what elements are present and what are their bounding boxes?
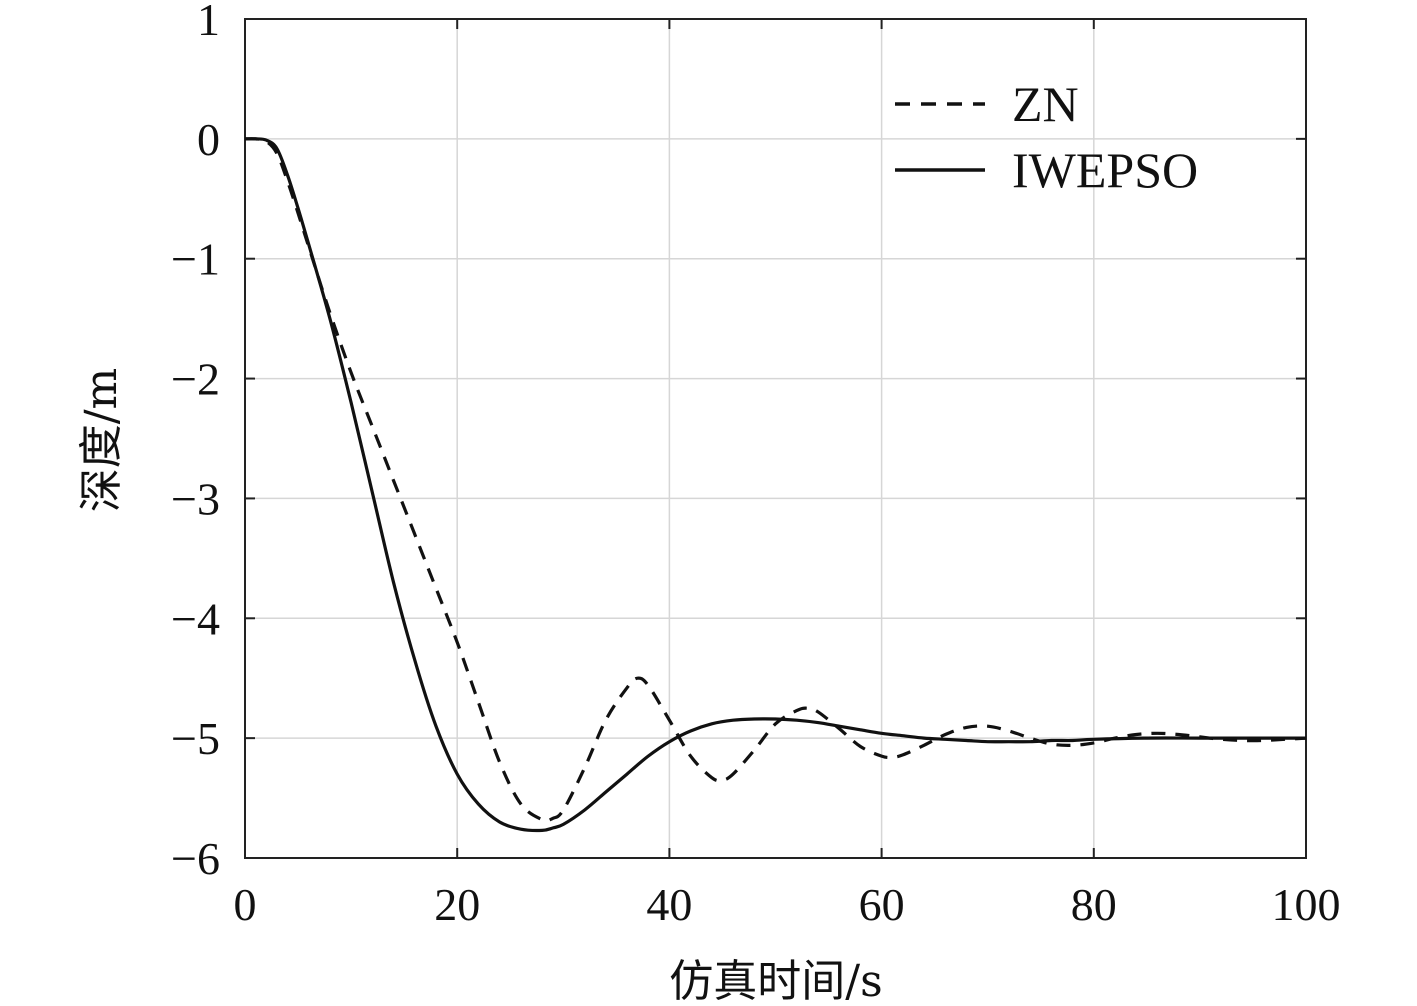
y-tick-label: −3 — [171, 473, 220, 524]
y-tick-label: 1 — [197, 0, 220, 45]
x-axis-title: 仿真时间/s — [669, 956, 882, 1006]
x-tick-label: 60 — [859, 879, 905, 930]
x-tick-label: 40 — [646, 879, 692, 930]
x-tick-label: 80 — [1071, 879, 1117, 930]
plot-frame — [244, 18, 1307, 859]
series-lines — [244, 137, 1307, 833]
legend: ZN IWEPSO — [895, 76, 1198, 198]
x-tick-labels: 0 20 40 60 80 100 — [234, 879, 1341, 930]
y-tick-label: 0 — [197, 114, 220, 165]
series-line-zn — [244, 137, 1307, 823]
x-tick-label: 20 — [434, 879, 480, 930]
x-tick-label: 100 — [1272, 879, 1341, 930]
series-line-iwepso — [244, 137, 1306, 833]
x-tick-label: 0 — [234, 879, 257, 930]
legend-iwepso-label: IWEPSO — [1012, 142, 1198, 198]
y-tick-label: −6 — [171, 833, 220, 884]
axis-ticks — [244, 18, 1307, 859]
y-tick-label: −5 — [171, 713, 220, 764]
y-tick-label: −2 — [171, 354, 220, 405]
y-tick-label: −1 — [171, 234, 220, 285]
legend-zn-label: ZN — [1012, 76, 1079, 132]
y-axis-title: 深度/m — [76, 368, 127, 513]
y-tick-labels: 1 0 −1 −2 −3 −4 −5 −6 — [171, 0, 220, 884]
y-tick-label: −4 — [171, 593, 220, 644]
